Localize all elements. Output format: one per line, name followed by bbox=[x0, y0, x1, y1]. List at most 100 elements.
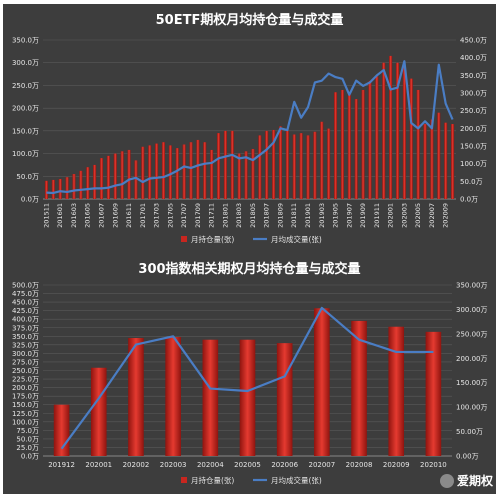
bar bbox=[165, 336, 181, 456]
bar bbox=[375, 76, 379, 199]
y-tick-left: 250.0万 bbox=[12, 82, 39, 90]
y-tick-right: 250.0万 bbox=[460, 107, 487, 115]
bar bbox=[65, 177, 69, 199]
bar bbox=[327, 128, 331, 199]
y-tick-left: 275.0万 bbox=[12, 358, 39, 366]
x-tick: 201609 bbox=[111, 203, 119, 228]
bar bbox=[141, 146, 145, 199]
legend-swatch-bar bbox=[181, 477, 187, 483]
bar bbox=[314, 308, 330, 456]
y-tick-left: 150.0万 bbox=[12, 401, 39, 409]
y-tick-right: 300.00万 bbox=[456, 306, 488, 314]
y-tick-right: 50.0万 bbox=[460, 178, 483, 186]
bar bbox=[237, 153, 241, 199]
y-tick-left: 300.0万 bbox=[12, 59, 39, 67]
bar bbox=[230, 130, 234, 199]
bar bbox=[216, 133, 221, 199]
bar bbox=[320, 121, 324, 199]
y-tick-left: 125.0万 bbox=[12, 410, 39, 418]
x-tick: 201907 bbox=[345, 203, 353, 228]
bar bbox=[251, 149, 255, 199]
y-tick-left: 200.0万 bbox=[12, 105, 39, 113]
x-tick: 201709 bbox=[194, 203, 202, 228]
bar bbox=[395, 62, 400, 199]
y-tick-right: 300.0万 bbox=[460, 90, 487, 98]
bar bbox=[340, 89, 344, 199]
bar bbox=[58, 179, 62, 199]
bar bbox=[423, 124, 427, 199]
bar bbox=[451, 124, 455, 199]
x-tick: 202003 bbox=[400, 203, 408, 228]
bar bbox=[223, 130, 227, 199]
bar bbox=[416, 89, 420, 199]
bar bbox=[389, 55, 393, 200]
y-tick-left: 50.0万 bbox=[16, 173, 39, 181]
legend-label: 月持仓量(张) bbox=[191, 475, 234, 485]
bar bbox=[120, 151, 124, 199]
chart-title: 50ETF期权月均持仓量与成交量 bbox=[156, 12, 344, 28]
bar bbox=[168, 145, 172, 199]
bar bbox=[368, 80, 372, 199]
y-tick-left: 500.0万 bbox=[12, 282, 39, 290]
y-tick-left: 75.0万 bbox=[16, 427, 39, 435]
x-tick: 202009 bbox=[442, 203, 450, 228]
x-tick: 201603 bbox=[70, 203, 78, 228]
y-tick-left: 50.0万 bbox=[16, 435, 39, 443]
y-tick-left: 350.0万 bbox=[12, 37, 39, 45]
x-tick: 202003 bbox=[160, 461, 187, 469]
bar bbox=[44, 180, 48, 199]
x-tick: 201611 bbox=[125, 203, 133, 228]
y-tick-left: 175.0万 bbox=[12, 393, 39, 401]
y-tick-left: 350.0万 bbox=[12, 333, 39, 341]
y-tick-left: 475.0万 bbox=[12, 290, 39, 298]
chart-panel-300index: 300指数相关期权月均持仓量与成交量 0.0万 25.0万 50.0万 75.0万 100… bbox=[3, 254, 496, 494]
bar bbox=[161, 142, 166, 199]
y-tick-right: 400.0万 bbox=[460, 54, 487, 62]
y-tick-right: 0.00万 bbox=[456, 453, 479, 461]
bar bbox=[202, 339, 219, 456]
x-tick: 202005 bbox=[234, 461, 261, 469]
x-tick: 202007 bbox=[428, 203, 436, 228]
watermark-text: 爱期权 bbox=[456, 474, 493, 488]
bar bbox=[72, 174, 76, 199]
bar bbox=[244, 151, 248, 199]
bar bbox=[127, 149, 131, 199]
y-tick-left: 425.0万 bbox=[12, 307, 39, 315]
bar bbox=[333, 92, 338, 199]
x-tick: 201911 bbox=[373, 203, 381, 228]
y-tick-left: 100.0万 bbox=[12, 418, 39, 426]
chart-title: 300指数相关期权月均持仓量与成交量 bbox=[138, 261, 360, 277]
x-tick: 201805 bbox=[249, 203, 257, 228]
legend-label: 月均成交量(张) bbox=[271, 475, 322, 485]
y-tick-left: 25.0万 bbox=[16, 444, 39, 452]
x-tick: 202007 bbox=[308, 461, 335, 469]
bar bbox=[306, 135, 310, 199]
y-tick-left: 150.0万 bbox=[12, 127, 39, 135]
bar bbox=[203, 142, 207, 199]
chart-50etf: 50ETF期权月均持仓量与成交量 0.0万 50.0万 100.0万 150.0万 200… bbox=[12, 12, 487, 244]
y-tick-right: 250.00万 bbox=[456, 330, 488, 338]
y-tick-right: 100.0万 bbox=[460, 160, 487, 168]
x-tick: 201903 bbox=[318, 203, 326, 228]
bar bbox=[354, 99, 358, 199]
bar bbox=[79, 170, 83, 199]
y-tick-left: 200.0万 bbox=[12, 384, 39, 392]
x-tick: 201912 bbox=[48, 461, 75, 469]
x-tick: 202002 bbox=[123, 461, 150, 469]
y-tick-right: 200.00万 bbox=[456, 355, 488, 363]
line-series bbox=[60, 306, 434, 450]
bar bbox=[113, 153, 117, 199]
x-tick: 201711 bbox=[208, 203, 216, 228]
legend-label: 月持仓量(张) bbox=[191, 234, 234, 244]
bar bbox=[347, 94, 351, 199]
y-tick-right: 350.00万 bbox=[456, 282, 488, 290]
bar bbox=[93, 164, 97, 199]
x-tick: 201807 bbox=[263, 203, 271, 228]
bar bbox=[182, 144, 186, 199]
bar bbox=[444, 122, 448, 199]
x-tick: 202009 bbox=[383, 461, 410, 469]
x-tick: 202005 bbox=[414, 203, 422, 228]
bar bbox=[196, 139, 200, 199]
chart-panel-50etf: 50ETF期权月均持仓量与成交量 0.0万 50.0万 100.0万 150.0万 200… bbox=[3, 4, 496, 256]
x-tick: 201811 bbox=[290, 203, 298, 228]
